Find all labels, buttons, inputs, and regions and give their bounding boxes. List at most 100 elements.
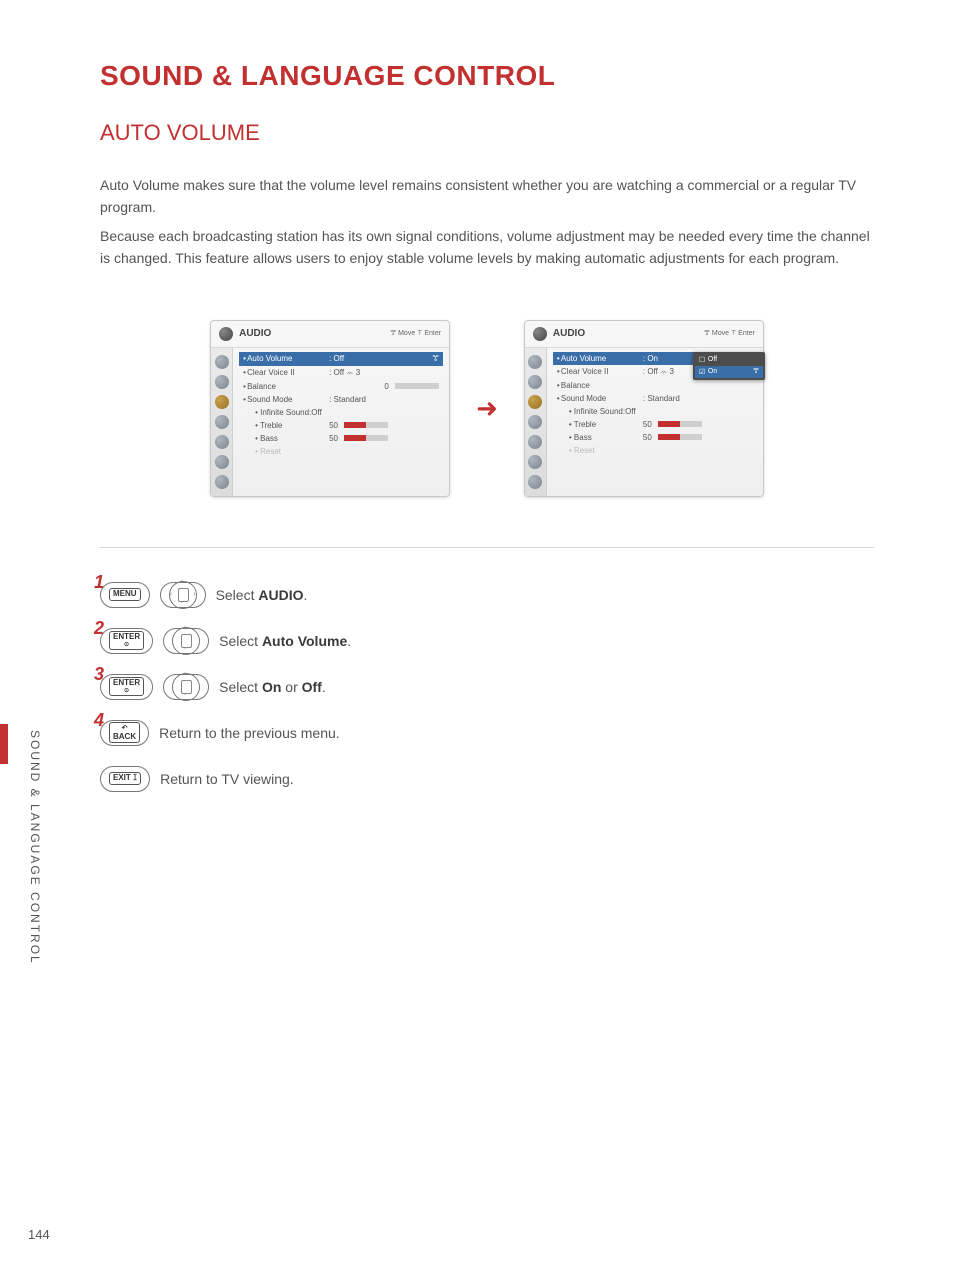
nav-pad[interactable]: ˆˇ [163, 674, 209, 700]
step-number: 4 [94, 710, 104, 731]
value-infinite-sound: Off [625, 407, 636, 416]
side-icon [215, 415, 229, 429]
row-treble[interactable]: • Treble 50 [239, 419, 443, 432]
page-title: SOUND & LANGUAGE CONTROL [100, 60, 874, 92]
row-balance[interactable]: •Balance 0 [239, 380, 443, 393]
label-clear-voice: Clear Voice II [561, 367, 643, 376]
panel-header-title: AUDIO [239, 328, 271, 339]
step-2: 2 ENTER⊙ ˆˇ Select Auto Volume. [100, 628, 874, 654]
side-icon-selected [528, 395, 542, 409]
label-auto-volume: Auto Volume [247, 354, 329, 363]
side-icon [215, 435, 229, 449]
arrow-right-icon: ➜ [476, 393, 498, 424]
auto-volume-popup[interactable]: ☐Off ☑Onꔅ [693, 352, 765, 380]
value-clear-voice: : Off ꕂ 3 [329, 368, 439, 378]
step-4: 4 ↶BACK Return to the previous menu. [100, 720, 874, 746]
side-icon-selected [215, 395, 229, 409]
row-treble[interactable]: • Treble 50 [553, 418, 757, 431]
row-clear-voice[interactable]: •Clear Voice II : Off ꕂ 3 [239, 366, 443, 380]
row-sound-mode[interactable]: •Sound Mode : Standard [553, 392, 757, 405]
step-text: Return to TV viewing. [160, 771, 294, 787]
popup-on-label: On [708, 368, 717, 375]
step-number: 2 [94, 618, 104, 639]
popup-option-on[interactable]: ☑Onꔅ [695, 366, 763, 378]
side-icon [215, 355, 229, 369]
side-icon [528, 355, 542, 369]
side-icon [528, 415, 542, 429]
side-icon [215, 375, 229, 389]
enter-button[interactable]: ENTER⊙ [100, 628, 153, 654]
enter-keycap: ENTER [113, 678, 140, 687]
row-bass[interactable]: • Bass 50 [239, 432, 443, 445]
row-bass[interactable]: • Bass 50 [553, 431, 757, 444]
value-sound-mode: : Standard [329, 395, 439, 404]
bass-slider [658, 434, 702, 440]
step-5: EXIT ꕯ Return to TV viewing. [100, 766, 874, 792]
row-infinite-sound[interactable]: • Infinite Sound:Off [553, 405, 757, 418]
intro-paragraph-1: Auto Volume makes sure that the volume l… [100, 174, 874, 219]
treble-slider [658, 421, 702, 427]
label-reset: Reset [574, 446, 595, 455]
value-auto-volume: : Off [329, 354, 432, 363]
value-treble: 50 [643, 420, 652, 429]
step-number: 3 [94, 664, 104, 685]
divider [100, 547, 874, 548]
step-text: Select On or Off. [219, 679, 326, 695]
side-tab [0, 724, 8, 764]
treble-slider [344, 422, 388, 428]
label-treble: Treble [574, 420, 596, 429]
value-bass: 50 [643, 433, 652, 442]
panel-header-hint: ꔅ Move ꔉ Enter [704, 330, 755, 338]
audio-panel-before: AUDIO ꔅ Move ꔉ Enter •Auto Volume : O [210, 320, 450, 497]
label-balance: Balance [247, 382, 329, 391]
nav-pad[interactable]: ˆˇ [163, 628, 209, 654]
audio-panel-after: AUDIO ꔅ Move ꔉ Enter •Auto Volume : O [524, 320, 764, 497]
value-infinite-sound: Off [311, 408, 322, 417]
step-text: Return to the previous menu. [159, 725, 340, 741]
row-auto-volume[interactable]: •Auto Volume : Off ꔅ [239, 352, 443, 366]
label-sound-mode: Sound Mode [561, 394, 643, 403]
label-treble: Treble [260, 421, 282, 430]
updown-icon: ꔅ [432, 354, 439, 364]
step-text: Select Auto Volume. [219, 633, 351, 649]
row-sound-mode[interactable]: •Sound Mode : Standard [239, 393, 443, 406]
panel-header-hint: ꔅ Move ꔉ Enter [390, 330, 441, 338]
label-sound-mode: Sound Mode [247, 395, 329, 404]
step-number: 1 [94, 572, 104, 593]
label-auto-volume: Auto Volume [561, 354, 643, 363]
row-infinite-sound[interactable]: • Infinite Sound:Off [239, 406, 443, 419]
nav-pad[interactable]: ˆˇ‹› [160, 582, 206, 608]
enter-button[interactable]: ENTER⊙ [100, 674, 153, 700]
exit-button[interactable]: EXIT ꕯ [100, 766, 150, 792]
value-balance: 0 [384, 382, 388, 391]
side-icon [215, 475, 229, 489]
row-reset: • Reset [553, 444, 757, 457]
menu-button[interactable]: MENU [100, 582, 150, 608]
label-balance: Balance [561, 381, 643, 390]
side-label: SOUND & LANGUAGE CONTROL [28, 730, 42, 965]
step-text: Select AUDIO. [216, 587, 308, 603]
popup-off-label: Off [708, 356, 717, 363]
popup-option-off[interactable]: ☐Off [695, 354, 763, 366]
page-number: 144 [28, 1227, 50, 1242]
bass-slider [344, 435, 388, 441]
panel-header-title: AUDIO [553, 328, 585, 339]
label-reset: Reset [260, 447, 281, 456]
menu-keycap: MENU [109, 588, 141, 601]
label-infinite-sound: Infinite Sound: [260, 408, 311, 417]
side-icon [215, 455, 229, 469]
back-button[interactable]: ↶BACK [100, 720, 149, 746]
label-clear-voice: Clear Voice II [247, 368, 329, 377]
balance-slider [395, 383, 439, 389]
step-3: 3 ENTER⊙ ˆˇ Select On or Off. [100, 674, 874, 700]
exit-keycap: EXIT ꕯ [109, 772, 141, 785]
back-keycap: BACK [113, 732, 136, 741]
row-reset: • Reset [239, 445, 443, 458]
value-sound-mode: : Standard [643, 394, 753, 403]
label-infinite-sound: Infinite Sound: [574, 407, 625, 416]
step-1: 1 MENU ˆˇ‹› Select AUDIO. [100, 582, 874, 608]
side-icon [528, 475, 542, 489]
row-balance[interactable]: •Balance [553, 379, 757, 392]
section-title: AUTO VOLUME [100, 120, 874, 146]
value-bass: 50 [329, 434, 338, 443]
